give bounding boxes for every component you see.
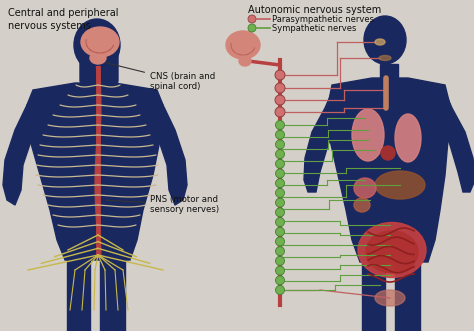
Ellipse shape — [381, 146, 395, 160]
Polygon shape — [87, 72, 105, 85]
Circle shape — [275, 107, 285, 117]
Ellipse shape — [74, 19, 120, 71]
Circle shape — [275, 266, 284, 275]
Ellipse shape — [375, 171, 425, 199]
Circle shape — [275, 150, 284, 159]
Polygon shape — [100, 258, 125, 331]
Circle shape — [275, 276, 284, 285]
Ellipse shape — [239, 56, 251, 66]
Circle shape — [275, 188, 284, 197]
Circle shape — [275, 95, 285, 105]
Ellipse shape — [375, 290, 405, 306]
Ellipse shape — [226, 31, 260, 59]
Circle shape — [275, 140, 284, 149]
Circle shape — [275, 130, 284, 139]
Circle shape — [248, 24, 256, 32]
Ellipse shape — [379, 56, 391, 61]
Polygon shape — [437, 92, 474, 192]
Ellipse shape — [354, 198, 370, 212]
Polygon shape — [147, 95, 187, 205]
Ellipse shape — [395, 114, 421, 162]
Ellipse shape — [375, 39, 385, 45]
Text: Autonomic nervous system: Autonomic nervous system — [248, 5, 381, 15]
Circle shape — [248, 15, 256, 23]
FancyBboxPatch shape — [80, 50, 118, 85]
Circle shape — [275, 179, 284, 188]
Circle shape — [275, 70, 285, 80]
Polygon shape — [362, 260, 385, 331]
Circle shape — [275, 159, 284, 168]
Text: PNS (motor and
sensory nerves): PNS (motor and sensory nerves) — [106, 195, 219, 214]
Text: Central and peripheral
nervous systems: Central and peripheral nervous systems — [8, 8, 118, 31]
Ellipse shape — [354, 178, 376, 198]
Polygon shape — [380, 64, 398, 78]
Text: Sympathetic nerves: Sympathetic nerves — [272, 24, 356, 32]
Circle shape — [275, 257, 284, 265]
Polygon shape — [27, 83, 163, 260]
Circle shape — [275, 237, 284, 246]
Text: CNS (brain and
spinal cord): CNS (brain and spinal cord) — [106, 63, 215, 91]
Ellipse shape — [364, 16, 406, 64]
Ellipse shape — [81, 27, 119, 57]
Polygon shape — [328, 78, 450, 262]
Circle shape — [275, 198, 284, 207]
Circle shape — [275, 227, 284, 236]
Ellipse shape — [90, 52, 106, 64]
Ellipse shape — [366, 231, 418, 273]
Circle shape — [275, 120, 284, 129]
Circle shape — [275, 169, 284, 178]
Polygon shape — [67, 258, 90, 331]
Ellipse shape — [352, 109, 384, 161]
Circle shape — [275, 286, 284, 295]
Circle shape — [275, 208, 284, 217]
Polygon shape — [304, 92, 342, 192]
Polygon shape — [3, 95, 43, 205]
Text: Parasympathetic nerves: Parasympathetic nerves — [272, 15, 374, 24]
Circle shape — [275, 247, 284, 256]
Circle shape — [275, 217, 284, 226]
Ellipse shape — [358, 222, 426, 277]
Polygon shape — [395, 260, 420, 331]
Circle shape — [275, 83, 285, 93]
